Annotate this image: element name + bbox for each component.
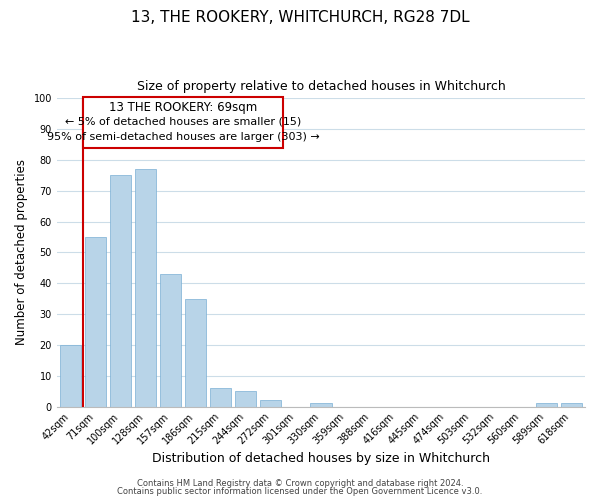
- Title: Size of property relative to detached houses in Whitchurch: Size of property relative to detached ho…: [137, 80, 505, 93]
- Bar: [235, 391, 256, 406]
- Bar: [135, 169, 157, 406]
- Bar: [260, 400, 281, 406]
- Text: 95% of semi-detached houses are larger (303) →: 95% of semi-detached houses are larger (…: [47, 132, 320, 142]
- Text: Contains public sector information licensed under the Open Government Licence v3: Contains public sector information licen…: [118, 487, 482, 496]
- Text: 13 THE ROOKERY: 69sqm: 13 THE ROOKERY: 69sqm: [109, 102, 257, 114]
- Text: ← 5% of detached houses are smaller (15): ← 5% of detached houses are smaller (15): [65, 117, 301, 127]
- Text: 13, THE ROOKERY, WHITCHURCH, RG28 7DL: 13, THE ROOKERY, WHITCHURCH, RG28 7DL: [131, 10, 469, 25]
- Text: Contains HM Land Registry data © Crown copyright and database right 2024.: Contains HM Land Registry data © Crown c…: [137, 478, 463, 488]
- Bar: [160, 274, 181, 406]
- Bar: [85, 237, 106, 406]
- Y-axis label: Number of detached properties: Number of detached properties: [15, 160, 28, 346]
- Bar: [83, 97, 283, 148]
- Bar: [560, 404, 582, 406]
- X-axis label: Distribution of detached houses by size in Whitchurch: Distribution of detached houses by size …: [152, 452, 490, 465]
- Bar: [185, 298, 206, 406]
- Bar: [60, 345, 81, 406]
- Bar: [536, 404, 557, 406]
- Bar: [110, 176, 131, 406]
- Bar: [210, 388, 232, 406]
- Bar: [310, 404, 332, 406]
